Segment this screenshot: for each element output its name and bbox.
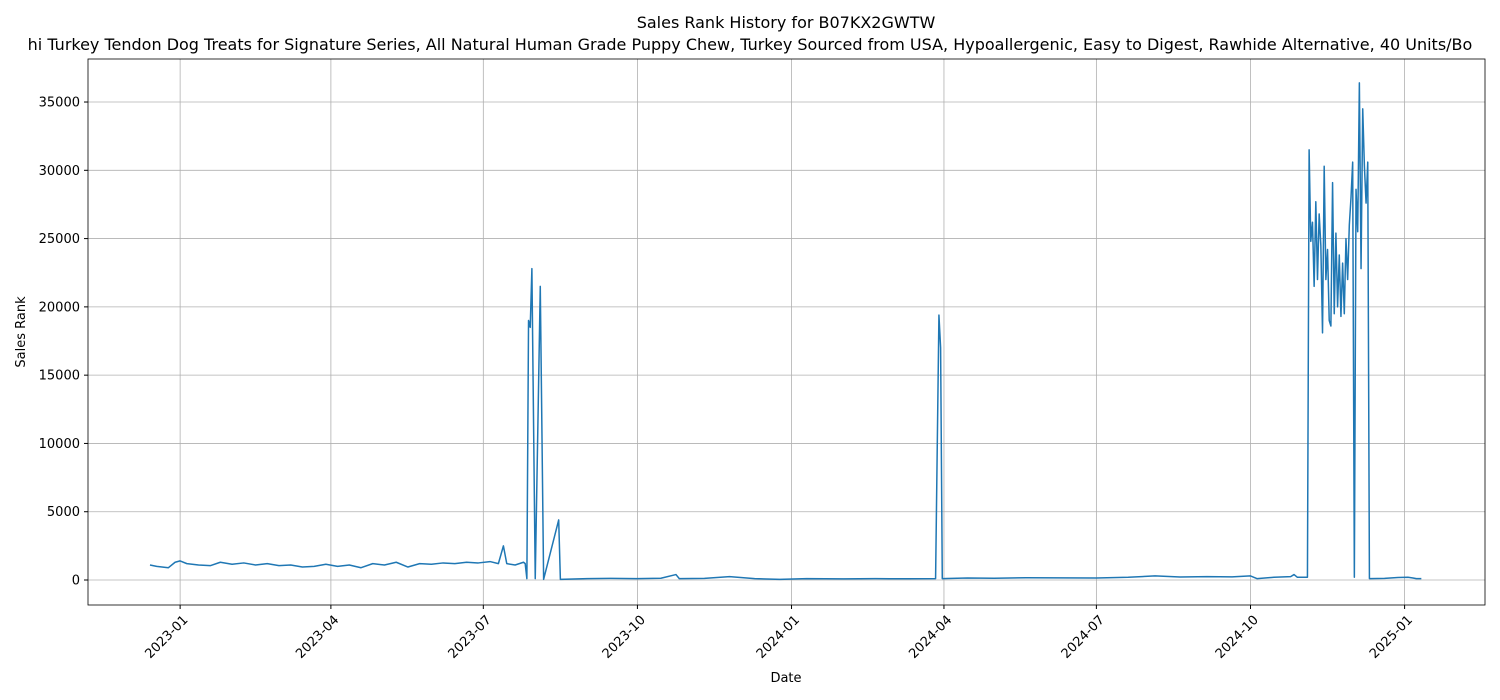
x-tick-label: 2024-01 xyxy=(754,613,803,662)
y-tick-label: 0 xyxy=(72,574,80,589)
y-tick-label: 30000 xyxy=(39,164,80,179)
x-tick-label: 2023-10 xyxy=(600,613,649,662)
x-axis-label: Date xyxy=(770,671,801,686)
x-tick-label: 2024-10 xyxy=(1213,613,1262,662)
y-tick-label: 20000 xyxy=(39,300,80,315)
x-tick-label: 2023-07 xyxy=(446,613,495,662)
series-line xyxy=(149,82,1422,581)
plot-frame xyxy=(87,58,1486,606)
y-tick-label: 10000 xyxy=(39,437,80,452)
x-tick-label: 2023-04 xyxy=(293,613,342,662)
y-tick-label: 15000 xyxy=(39,369,80,384)
y-tick-label: 5000 xyxy=(47,505,80,520)
y-tick-label: 35000 xyxy=(39,96,80,111)
x-tick-label: 2025-01 xyxy=(1367,613,1416,662)
chart-title: Sales Rank History for B07KX2GWTW xyxy=(637,13,936,32)
x-tick-label: 2024-04 xyxy=(906,613,955,662)
y-axis-label: Sales Rank xyxy=(14,296,29,368)
x-tick-label: 2024-07 xyxy=(1059,613,1108,662)
x-tick-label: 2023-01 xyxy=(142,613,191,662)
y-tick-label: 25000 xyxy=(39,232,80,247)
chart-subtitle: hi Turkey Tendon Dog Treats for Signatur… xyxy=(28,35,1473,54)
